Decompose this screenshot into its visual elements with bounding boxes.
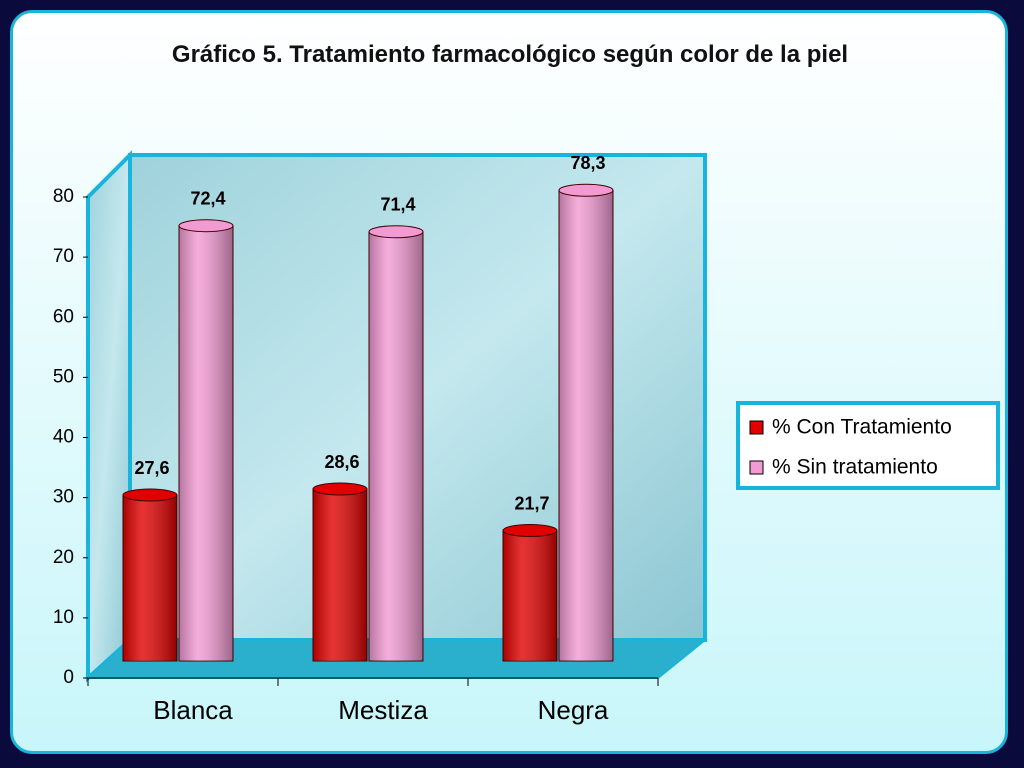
bar-shade: [559, 190, 613, 661]
y-tick-label: 50: [53, 366, 74, 387]
bar-shade: [123, 495, 177, 661]
bar-shade: [179, 225, 233, 661]
y-tick-label: 60: [53, 306, 74, 327]
x-tick-label: Blanca: [153, 695, 233, 725]
y-tick-label: 20: [53, 547, 74, 568]
bar-shade: [369, 231, 423, 661]
legend-label: % Con Tratamiento: [772, 416, 952, 439]
bar-cap: [178, 219, 234, 233]
y-tick-label: 0: [63, 667, 74, 688]
value-label: 72,4: [190, 188, 225, 208]
y-tick-label: 40: [53, 427, 74, 448]
bar-cap: [502, 524, 558, 538]
legend-label: % Sin tratamiento: [772, 456, 938, 479]
bar-cap: [368, 225, 424, 239]
y-tick-label: 70: [53, 246, 74, 267]
bar-cap: [312, 482, 368, 496]
y-tick-label: 10: [53, 607, 74, 628]
bar-shade: [503, 530, 557, 661]
legend-swatch: [749, 460, 764, 475]
value-label: 78,3: [570, 153, 605, 173]
x-tick-label: Mestiza: [338, 695, 428, 725]
value-label: 28,6: [324, 452, 359, 472]
value-label: 71,4: [380, 194, 415, 214]
y-tick-label: 30: [53, 487, 74, 508]
chart-title: Gráfico 5. Tratamiento farmacológico seg…: [171, 41, 849, 68]
y-tick-label: 80: [53, 186, 74, 207]
bar-shade: [313, 489, 367, 661]
legend-swatch: [749, 420, 764, 435]
value-label: 27,6: [134, 458, 169, 478]
legend: [736, 401, 1000, 490]
bar-cap: [558, 183, 614, 197]
bar-cap: [122, 488, 178, 502]
value-label: 21,7: [514, 493, 549, 513]
x-tick-label: Negra: [538, 695, 609, 725]
